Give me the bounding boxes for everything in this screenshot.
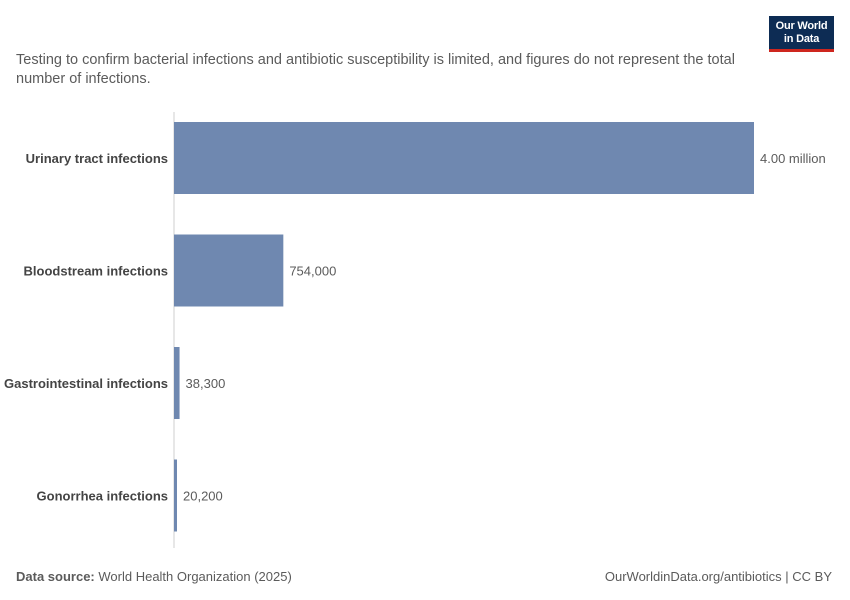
bars-layer: Urinary tract infections 4.00 million Bloo… (4, 122, 826, 532)
data-source-value: World Health Organization (2025) (98, 569, 292, 584)
owid-logo[interactable]: Our World in Data (769, 16, 834, 52)
category-label-gonorrhea-infections: Gonorrhea infections (37, 489, 168, 504)
bar-urinary-tract-infections[interactable] (174, 122, 754, 194)
value-label-gastrointestinal-infections: 38,300 (186, 376, 226, 391)
url-license[interactable]: OurWorldinData.org/antibiotics | CC BY (604, 569, 832, 584)
value-label-urinary-tract-infections: 4.00 million (760, 151, 826, 166)
bar-gonorrhea-infections[interactable] (174, 459, 177, 532)
category-label-gastrointestinal-infections: Gastrointestinal infections (4, 376, 168, 391)
logo-line-1: Our World (775, 20, 828, 32)
data-source-label: Data source: (16, 569, 95, 584)
value-label-gonorrhea-infections: 20,200 (183, 489, 223, 504)
value-label-bloodstream-infections: 754,000 (289, 264, 336, 279)
category-label-bloodstream-infections: Bloodstream infections (24, 264, 168, 279)
bar-bloodstream-infections[interactable] (174, 234, 284, 307)
bar-gastrointestinal-infections[interactable] (174, 347, 180, 419)
logo-line-2: in Data (783, 33, 820, 45)
category-label-urinary-tract-infections: Urinary tract infections (26, 151, 168, 166)
bar-chart: Urinary tract infections 4.00 million Bloo… (4, 112, 826, 548)
data-source: Data source: World Health Organization (… (16, 569, 292, 584)
chart-subtitle: Testing to confirm bacterial infections … (16, 52, 735, 87)
